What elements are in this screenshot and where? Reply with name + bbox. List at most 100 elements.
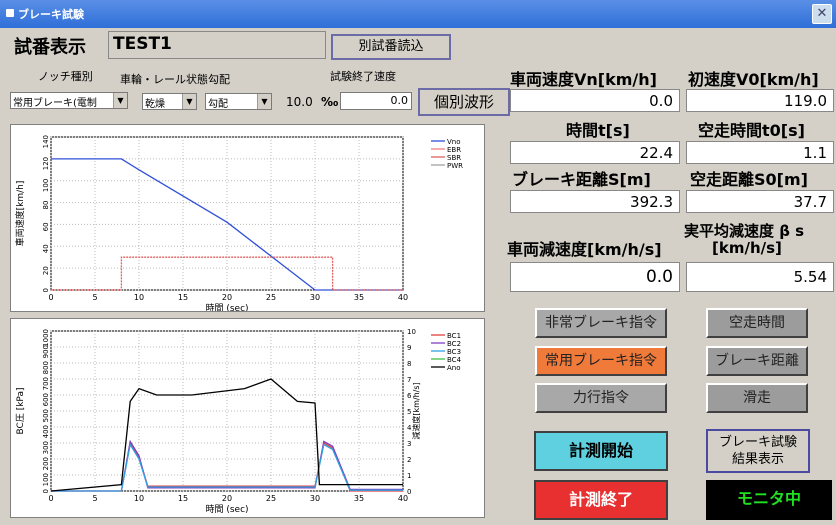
s-value: 392.3 <box>510 190 680 213</box>
emergency-brake-indicator: 非常ブレーキ指令 <box>535 308 667 338</box>
y-tick-label: 900 <box>42 345 50 358</box>
beta-value: 5.54 <box>686 262 834 292</box>
beta-label: 実平均減速度 β s <box>684 222 805 240</box>
y-tick-label: 700 <box>42 377 50 390</box>
y-tick-label: 200 <box>42 457 50 470</box>
v0-value: 119.0 <box>686 89 834 112</box>
y-right-tick-label: 5 <box>407 408 411 416</box>
x-tick-label: 40 <box>398 494 408 503</box>
legend-label: Vno <box>447 138 461 146</box>
series-line-ano <box>50 378 403 492</box>
waveform-button[interactable]: 個別波形 <box>418 88 510 116</box>
wheel-select[interactable]: 乾燥 ▼ <box>142 93 197 110</box>
service-brake-indicator: 常用ブレーキ指令 <box>535 346 667 376</box>
y-right-tick-label: 0 <box>407 488 411 496</box>
x-tick-label: 20 <box>222 494 232 503</box>
grade-percent: 10.0 <box>286 95 313 109</box>
x-tick-label: 10 <box>134 494 144 503</box>
plot-area <box>50 330 404 492</box>
series-line-bc3 <box>51 442 403 492</box>
x-tick-label: 35 <box>354 494 364 503</box>
beta-unit: [km/h/s] <box>712 239 782 257</box>
y-tick-label: 20 <box>42 266 50 275</box>
wheel-select-value: 乾燥 <box>145 99 165 110</box>
close-button[interactable]: ✕ <box>812 4 832 24</box>
y-right-tick-label: 6 <box>407 392 412 400</box>
x-tick-label: 5 <box>92 494 97 503</box>
grade-label: 勾配 <box>208 73 230 86</box>
app-icon <box>6 9 14 17</box>
load-test-button[interactable]: 別試番読込 <box>331 34 451 60</box>
y-right-axis-label: 減速度[km/h/s] <box>411 382 421 439</box>
stop-measurement-button[interactable]: 計測終了 <box>534 480 668 520</box>
y-tick-label: 0 <box>42 489 50 493</box>
chevron-down-icon: ▼ <box>182 94 196 109</box>
y-axis-label: 車両速度[km/h] <box>14 181 26 247</box>
bc-pressure-chart: 0 5 10 15 20 25 30 35 40010020030040050060070080… <box>15 328 462 515</box>
speed-chart: 0 5 10 15 20 25 30 35 40 0 20 40 60 80 100 120 140 時間 (se… <box>14 135 463 314</box>
decel-label: 車両減速度[km/h/s] <box>507 240 662 259</box>
x-tick-label: 0 <box>48 293 53 302</box>
end-speed-input[interactable]: 0.0 <box>340 92 412 110</box>
monitor-status: モニタ中 <box>706 480 832 520</box>
y-tick-label: 100 <box>42 473 50 486</box>
y-tick-label: 0 <box>42 288 50 292</box>
plot-area <box>50 136 404 291</box>
x-axis-label: 時間 (sec) <box>205 303 248 311</box>
y-tick-label: 400 <box>42 425 50 438</box>
notch-label: ノッチ種別 <box>38 70 93 83</box>
y-right-tick-label: 3 <box>407 440 411 448</box>
legend-label: PWR <box>447 162 463 170</box>
legend-label: EBR <box>447 146 461 154</box>
y-tick-label: 120 <box>42 157 50 170</box>
start-measurement-button[interactable]: 計測開始 <box>534 431 668 471</box>
x-tick-label: 35 <box>354 293 364 302</box>
legend-label: BC4 <box>447 356 462 364</box>
notch-select[interactable]: 常用ブレーキ(電制 ▼ <box>10 92 128 109</box>
legend-label: Ano <box>447 364 461 372</box>
y-tick-label: 100 <box>42 179 50 192</box>
x-tick-label: 5 <box>92 293 97 302</box>
end-speed-label: 試験終了速度 <box>330 70 396 83</box>
y-tick-label: 60 <box>42 222 50 231</box>
x-tick-label: 10 <box>134 293 144 302</box>
y-tick-label: 500 <box>42 409 50 422</box>
x-tick-label: 40 <box>398 293 408 302</box>
x-tick-label: 25 <box>266 293 276 302</box>
s-label: ブレーキ距離S[m] <box>512 170 651 189</box>
y-tick-label: 600 <box>42 393 50 406</box>
y-axis-label: BC圧 [kPa] <box>15 388 26 435</box>
y-right-tick-label: 4 <box>407 424 412 432</box>
power-indicator: 力行指令 <box>535 383 667 413</box>
test-number-label: 試番表示 <box>14 37 86 58</box>
x-tick-label: 30 <box>310 293 320 302</box>
vn-label: 車両速度Vn[km/h] <box>510 70 657 89</box>
show-result-button[interactable]: ブレーキ試験 結果表示 <box>706 429 810 473</box>
y-right-tick-label: 2 <box>407 456 411 464</box>
x-tick-label: 20 <box>222 293 232 302</box>
grade-unit: ‰ <box>321 95 339 109</box>
t-label: 時間t[s] <box>566 121 630 140</box>
y-right-tick-label: 10 <box>407 328 416 336</box>
free-run-indicator: 空走時間 <box>706 308 808 338</box>
x-tick-label: 15 <box>178 293 188 302</box>
y-tick-label: 140 <box>42 135 50 148</box>
test-id-field[interactable]: TEST1 <box>108 31 326 59</box>
chevron-down-icon: ▼ <box>257 94 271 109</box>
y-right-tick-label: 8 <box>407 360 411 368</box>
brake-distance-indicator: ブレーキ距離 <box>706 346 808 376</box>
y-right-tick-label: 1 <box>407 472 411 480</box>
grade-select[interactable]: 勾配 ▼ <box>205 93 272 110</box>
y-tick-label: 1000 <box>42 329 50 347</box>
s0-label: 空走距離S0[m] <box>690 170 808 189</box>
y-right-tick-label: 7 <box>407 376 411 384</box>
x-tick-label: 30 <box>310 494 320 503</box>
x-tick-label: 25 <box>266 494 276 503</box>
title-bar: ブレーキ試験 ✕ <box>0 0 836 28</box>
legend-label: BC1 <box>447 332 461 340</box>
t-value: 22.4 <box>510 141 680 164</box>
notch-select-value: 常用ブレーキ(電制 <box>13 98 97 109</box>
vn-value: 0.0 <box>510 89 680 112</box>
y-tick-label: 800 <box>42 361 50 374</box>
y-tick-label: 300 <box>42 441 50 454</box>
